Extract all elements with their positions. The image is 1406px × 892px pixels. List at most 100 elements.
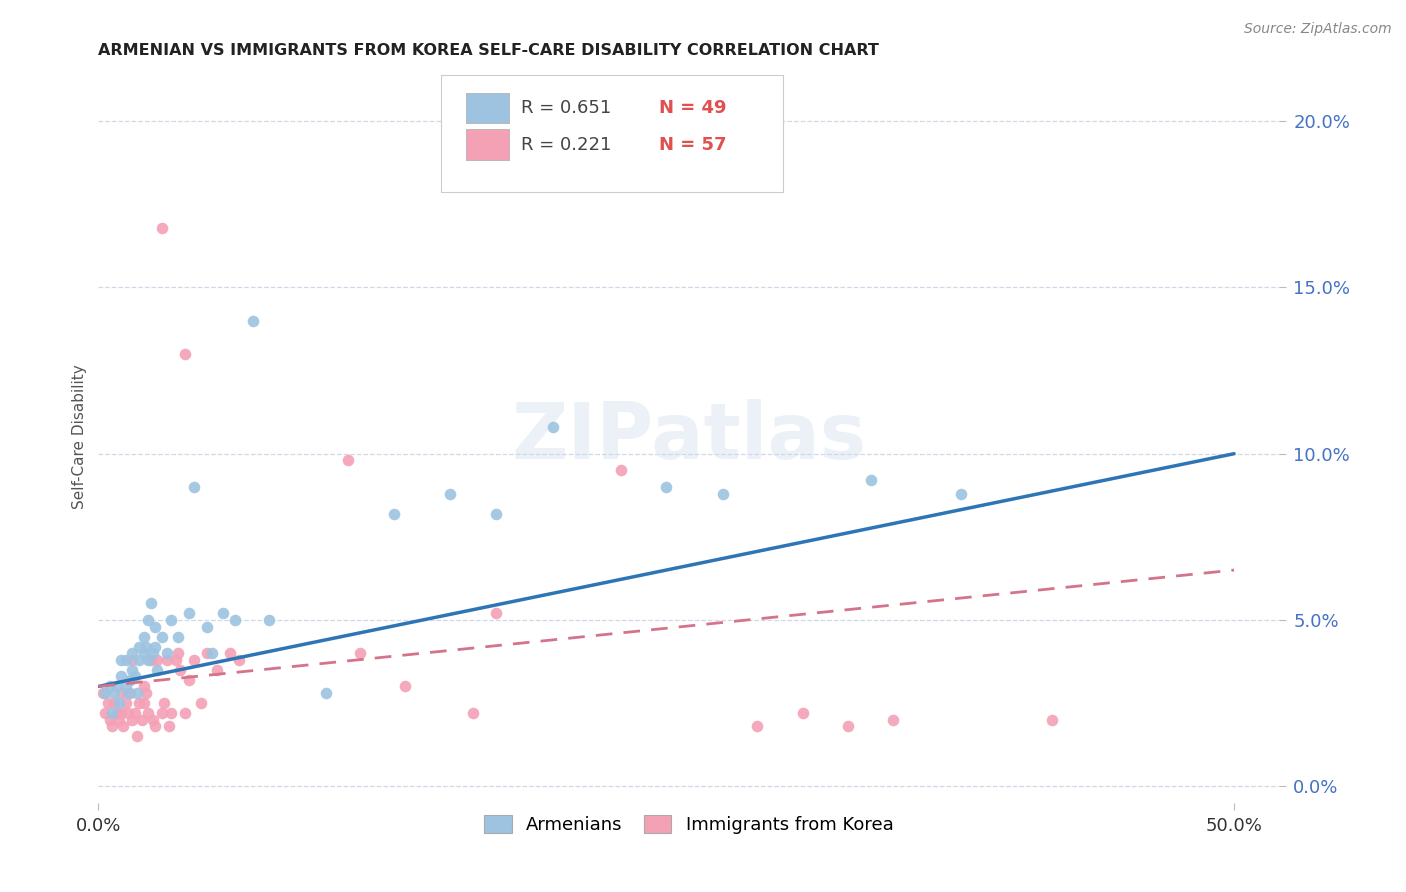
Point — [745, 719, 768, 733]
Point — [837, 719, 859, 733]
FancyBboxPatch shape — [465, 129, 509, 160]
Point — [142, 646, 165, 660]
Point — [94, 686, 117, 700]
Point — [103, 696, 125, 710]
Point — [792, 706, 814, 720]
Point — [337, 453, 360, 467]
Point — [167, 646, 190, 660]
Point — [132, 696, 155, 710]
Point — [859, 473, 882, 487]
Point — [110, 669, 132, 683]
Point — [139, 653, 162, 667]
Point — [160, 706, 183, 720]
Point — [114, 680, 136, 694]
Point — [463, 706, 485, 720]
Point — [132, 680, 155, 694]
Point — [157, 719, 180, 733]
Point — [197, 646, 219, 660]
Point — [125, 729, 148, 743]
Point — [121, 663, 143, 677]
Point — [138, 613, 160, 627]
Point — [219, 646, 242, 660]
Point — [135, 640, 157, 654]
Point — [121, 713, 143, 727]
Point — [110, 653, 132, 667]
Point — [882, 713, 904, 727]
Point — [146, 663, 169, 677]
Point — [179, 673, 201, 687]
Point — [179, 607, 201, 621]
Point — [98, 713, 121, 727]
Point — [1040, 713, 1063, 727]
Point — [655, 480, 678, 494]
Text: ARMENIAN VS IMMIGRANTS FROM KOREA SELF-CARE DISABILITY CORRELATION CHART: ARMENIAN VS IMMIGRANTS FROM KOREA SELF-C… — [98, 43, 879, 58]
Point — [228, 653, 250, 667]
Point — [117, 706, 139, 720]
Point — [150, 706, 173, 720]
Point — [439, 486, 461, 500]
Point — [131, 713, 153, 727]
Point — [128, 696, 150, 710]
Point — [153, 696, 176, 710]
Point — [120, 673, 142, 687]
Point — [183, 653, 205, 667]
Point — [160, 613, 183, 627]
FancyBboxPatch shape — [465, 93, 509, 123]
Point — [121, 646, 143, 660]
Point — [173, 706, 195, 720]
Text: R = 0.221: R = 0.221 — [522, 136, 612, 153]
Point — [169, 663, 191, 677]
Point — [711, 486, 734, 500]
Point — [124, 669, 146, 683]
Point — [132, 630, 155, 644]
Point — [143, 719, 166, 733]
Point — [101, 719, 124, 733]
Point — [205, 663, 228, 677]
Point — [114, 696, 136, 710]
Point — [242, 314, 264, 328]
Point — [173, 347, 195, 361]
Point — [121, 653, 143, 667]
Point — [125, 686, 148, 700]
Point — [128, 653, 150, 667]
Point — [165, 653, 187, 667]
Point — [541, 420, 564, 434]
Point — [98, 680, 121, 694]
Point — [103, 686, 125, 700]
Point — [142, 713, 165, 727]
Point — [112, 719, 135, 733]
Text: ZIPatlas: ZIPatlas — [512, 399, 866, 475]
Point — [135, 686, 157, 700]
Point — [950, 486, 973, 500]
Point — [610, 463, 633, 477]
Point — [94, 706, 117, 720]
Y-axis label: Self-Care Disability: Self-Care Disability — [72, 365, 87, 509]
Point — [150, 220, 173, 235]
Point — [382, 507, 405, 521]
Point — [138, 653, 160, 667]
Point — [167, 630, 190, 644]
Point — [146, 653, 169, 667]
Point — [155, 646, 177, 660]
Point — [105, 706, 128, 720]
Point — [138, 706, 160, 720]
Point — [101, 706, 124, 720]
FancyBboxPatch shape — [441, 75, 783, 192]
Text: Source: ZipAtlas.com: Source: ZipAtlas.com — [1244, 22, 1392, 37]
Point — [224, 613, 246, 627]
Point — [91, 686, 114, 700]
Point — [120, 686, 142, 700]
Point — [190, 696, 212, 710]
Point — [108, 696, 131, 710]
Point — [485, 507, 508, 521]
Point — [117, 686, 139, 700]
Point — [143, 619, 166, 633]
Point — [128, 640, 150, 654]
Point — [212, 607, 235, 621]
Point — [201, 646, 224, 660]
Point — [394, 680, 416, 694]
Text: N = 57: N = 57 — [659, 136, 727, 153]
Point — [139, 596, 162, 610]
Point — [197, 619, 219, 633]
Point — [96, 696, 118, 710]
